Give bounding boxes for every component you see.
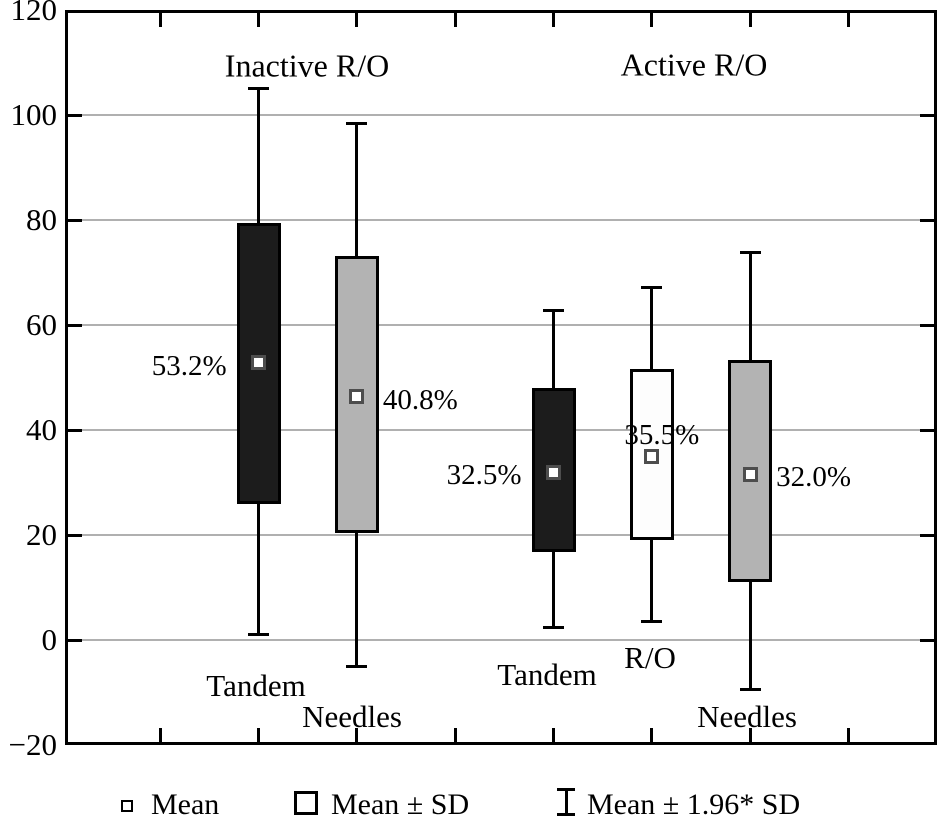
y-tick-right: [920, 218, 934, 222]
category-label: Tandem: [206, 668, 306, 703]
whisker-top-cap: [248, 87, 270, 91]
gridline: [68, 324, 934, 326]
category-label: R/O: [624, 640, 676, 675]
whisker-icon-line: [564, 788, 568, 816]
whisker-icon-top-cap: [557, 788, 575, 791]
x-tick-top: [158, 13, 162, 27]
y-axis-tick-label: −20: [8, 727, 57, 762]
mean-marker-icon: [121, 800, 133, 812]
whisker-bottom-cap: [739, 688, 761, 692]
x-tick-top: [846, 13, 850, 27]
category-label: Needles: [697, 699, 797, 734]
group-label: Inactive R/O: [224, 47, 390, 84]
gridline: [68, 639, 934, 641]
x-tick-bottom: [650, 728, 654, 742]
y-axis-tick-label: 0: [41, 622, 58, 657]
legend-label-mean-sd: Mean ± SD: [331, 788, 470, 818]
x-tick-top: [552, 13, 555, 27]
x-tick-top: [355, 13, 359, 27]
legend-label-mean: Mean: [151, 788, 220, 818]
gridline: [68, 429, 934, 431]
category-label: Tandem: [497, 657, 597, 692]
whisker-bottom-cap: [346, 664, 368, 668]
y-tick-left: [68, 428, 82, 432]
y-axis-tick-label: 60: [26, 307, 57, 342]
y-tick-left: [68, 218, 82, 222]
x-tick-top: [257, 13, 261, 27]
whisker-top-cap: [641, 285, 663, 289]
y-tick-left: [68, 323, 82, 327]
x-tick-bottom: [748, 728, 752, 742]
y-tick-right: [920, 638, 934, 642]
mean-value-label: 40.8%: [382, 383, 458, 416]
y-axis-tick-label: 120: [10, 0, 58, 27]
x-tick-bottom: [453, 728, 457, 742]
mean-marker: [644, 449, 660, 465]
whisker-top-cap: [543, 308, 564, 312]
x-tick-top: [650, 13, 654, 27]
mean-marker: [742, 466, 758, 482]
whisker-top-cap: [346, 122, 368, 126]
whisker-icon: [557, 788, 575, 816]
x-tick-bottom: [158, 728, 162, 742]
y-axis-tick-label: 100: [10, 97, 58, 132]
whisker-bottom-cap: [543, 625, 564, 629]
x-tick-top: [748, 13, 752, 27]
sd-box-icon: [294, 791, 318, 815]
y-tick-right: [920, 428, 934, 432]
y-tick-left: [68, 533, 82, 537]
y-axis-tick-label: 40: [26, 412, 57, 447]
x-tick-bottom: [355, 728, 359, 742]
mean-value-label: 32.0%: [776, 461, 852, 494]
mean-marker: [251, 355, 267, 371]
x-tick-top: [453, 13, 457, 27]
mean-marker: [349, 389, 365, 405]
gridline: [68, 219, 934, 221]
y-tick-right: [920, 323, 934, 327]
plot-area: [65, 10, 937, 745]
gridline: [68, 114, 934, 116]
whisker-bottom-cap: [641, 620, 663, 624]
mean-value-label: 53.2%: [151, 349, 227, 382]
mean-value-label: 32.5%: [446, 459, 522, 491]
mean-value-label: 35.5%: [624, 418, 700, 451]
x-tick-bottom: [257, 728, 261, 742]
y-tick-left: [68, 638, 82, 642]
x-tick-bottom: [552, 728, 555, 742]
category-label: Needles: [302, 699, 402, 734]
group-label: Active R/O: [620, 46, 768, 83]
y-tick-right: [920, 113, 934, 117]
y-axis-tick-label: 20: [26, 517, 57, 552]
whisker-top-cap: [739, 251, 761, 255]
y-axis-tick-label: 80: [26, 202, 57, 237]
y-tick-left: [68, 113, 82, 117]
gridline: [68, 534, 934, 536]
legend-label-mean-196sd: Mean ± 1.96* SD: [587, 788, 801, 818]
mean-marker: [546, 464, 561, 480]
whisker-icon-bottom-cap: [557, 813, 575, 816]
x-tick-bottom: [846, 728, 850, 742]
whisker-bottom-cap: [248, 633, 270, 637]
y-tick-right: [920, 533, 934, 537]
